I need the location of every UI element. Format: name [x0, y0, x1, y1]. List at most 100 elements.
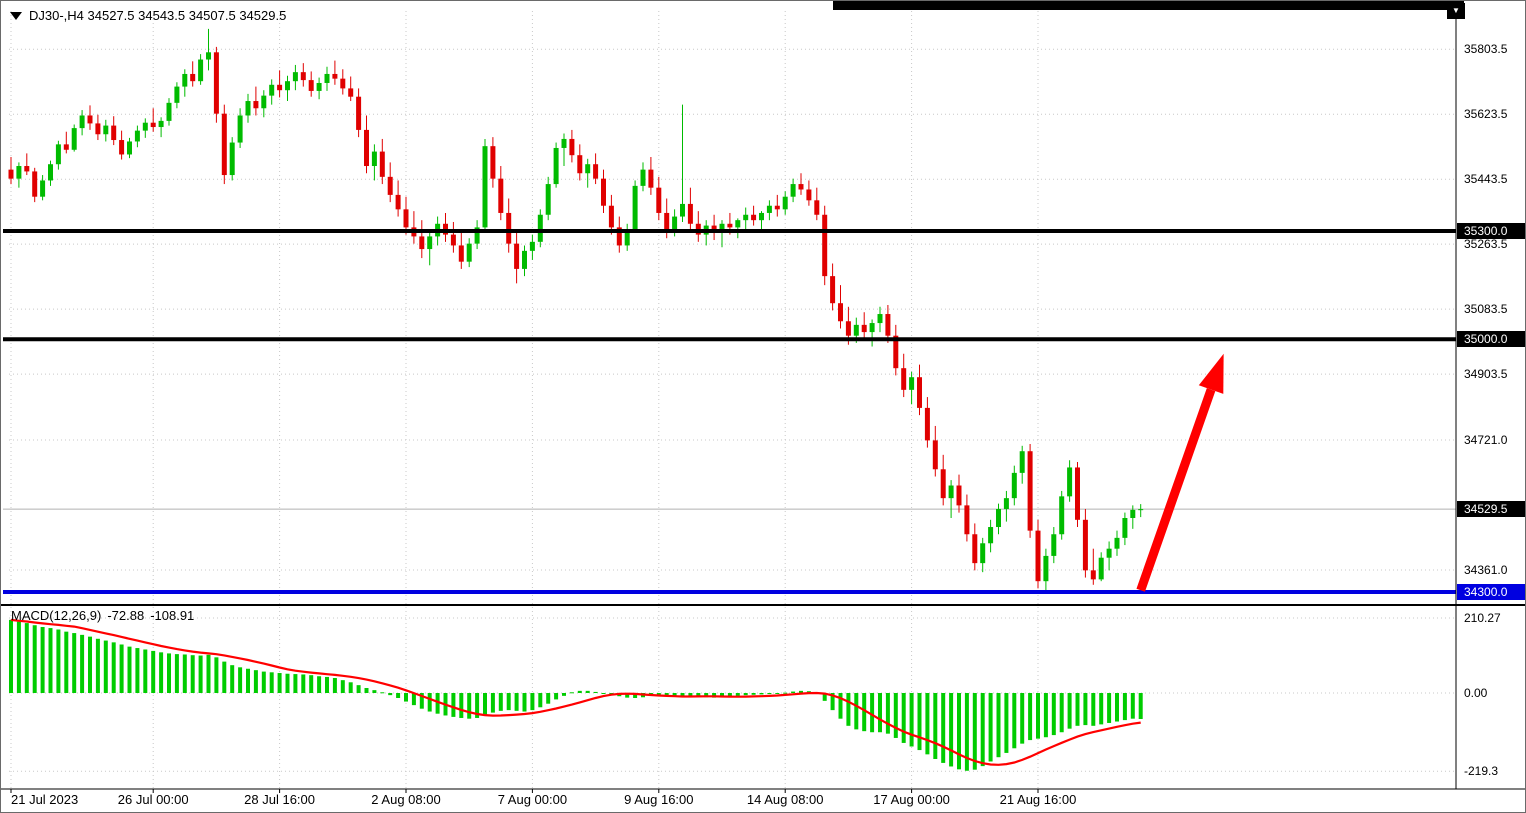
- macd-histogram-bar: [838, 693, 843, 719]
- macd-histogram-bar: [664, 693, 669, 696]
- trend-arrow-shaft[interactable]: [1136, 388, 1216, 592]
- candle-body-down: [111, 125, 117, 141]
- macd-histogram-bar: [380, 692, 385, 694]
- candle-body-up: [79, 115, 85, 129]
- price-level-badge: 35300.0: [1457, 223, 1525, 239]
- price-axis[interactable]: 35803.5 35623.5 35443.5 35263.5 35083.5 34903…: [1457, 1, 1525, 789]
- macd-histogram-bar: [601, 693, 606, 694]
- macd-histogram-bar: [32, 625, 37, 693]
- candle-body-up: [537, 214, 543, 242]
- macd-histogram-bar: [435, 693, 440, 714]
- macd-histogram-bar: [996, 693, 1001, 758]
- price-tick-label: 35443.5: [1464, 172, 1508, 187]
- candle-body-down: [751, 214, 757, 221]
- candle-body-down: [514, 243, 520, 269]
- macd-tick-label: 0.00: [1464, 686, 1488, 700]
- candle-body-down: [601, 178, 606, 206]
- macd-histogram-bar: [704, 693, 709, 698]
- macd-histogram-bar: [546, 693, 551, 704]
- macd-histogram-bar: [688, 693, 693, 697]
- candle-body-down: [932, 440, 938, 470]
- candle-body-down: [24, 166, 30, 172]
- candle-body-up: [1043, 555, 1049, 582]
- candle-body-up: [1059, 496, 1065, 535]
- candle-body-down: [924, 407, 930, 441]
- chart-corner-button[interactable]: ▼: [1447, 3, 1465, 19]
- macd-histogram-bar: [206, 654, 211, 693]
- macd-histogram-bar: [143, 649, 148, 693]
- macd-histogram-bar: [340, 680, 345, 693]
- macd-histogram-bar: [917, 693, 922, 751]
- chart-title-bar: DJ30-,H4 34527.5 34543.5 34507.5 34529.5: [10, 8, 286, 23]
- candle-body-down: [1035, 530, 1041, 582]
- candle-body-down: [300, 72, 306, 81]
- macd-histogram-bar: [1107, 693, 1112, 723]
- candle-body-up: [909, 377, 915, 390]
- macd-histogram-bar: [593, 691, 598, 693]
- trend-arrow-head[interactable]: [1198, 353, 1224, 394]
- macd-histogram-bar: [301, 674, 306, 693]
- macd-histogram-bar: [72, 633, 77, 693]
- candle-body-up: [561, 138, 567, 148]
- macd-signal-value: -108.91: [150, 608, 195, 623]
- macd-histogram-bar: [317, 676, 322, 693]
- candle-body-up: [206, 52, 211, 60]
- candle-body-down: [648, 169, 654, 188]
- macd-histogram-bar: [885, 693, 890, 734]
- macd-histogram-bar: [1059, 693, 1064, 733]
- macd-histogram-bar: [1067, 693, 1072, 729]
- candle-body-down: [1075, 467, 1080, 520]
- time-axis[interactable]: 21 Jul 2023 26 Jul 00:00 28 Jul 16:00 2 Aug…: [1, 792, 1456, 812]
- price-level-badge: 34529.5: [1457, 501, 1525, 518]
- candle-body-down: [348, 88, 354, 97]
- macd-histogram-bar: [490, 693, 495, 713]
- macd-histogram-bar: [127, 646, 132, 693]
- macd-histogram-bar: [103, 640, 108, 693]
- candle-body-up: [324, 73, 330, 83]
- time-tick-label: 2 Aug 08:00: [371, 792, 441, 807]
- macd-histogram-bar: [1028, 693, 1033, 741]
- candle-body-up: [522, 250, 527, 269]
- macd-histogram-bar: [253, 670, 258, 693]
- macd-histogram-bar: [159, 652, 164, 693]
- macd-histogram-bar: [167, 653, 171, 693]
- candle-body-up: [545, 184, 551, 215]
- macd-indicator-label: MACD(12,26,9) -72.88 -108.91: [11, 608, 200, 623]
- candle-body-down: [917, 377, 922, 408]
- candle-body-down: [616, 227, 622, 246]
- candle-body-up: [16, 166, 22, 179]
- macd-histogram-bar: [404, 693, 408, 702]
- macd-histogram-bar: [483, 693, 487, 716]
- candle-body-up: [988, 527, 994, 544]
- chart-expand-triangle-icon[interactable]: [10, 11, 22, 20]
- time-tick-label: 26 Jul 00:00: [117, 792, 189, 807]
- candle-body-down: [885, 314, 891, 336]
- candle-body-down: [32, 171, 38, 197]
- macd-histogram-bar: [182, 654, 187, 693]
- macd-histogram-bar: [1138, 693, 1143, 719]
- macd-histogram-bar: [862, 693, 867, 732]
- candle-body-up: [142, 122, 148, 131]
- macd-tick-label: -219.3: [1464, 764, 1499, 779]
- candle-body-up: [158, 120, 164, 128]
- candle-body-up: [1003, 498, 1009, 509]
- candle-body-down: [213, 52, 219, 114]
- macd-histogram-bar: [309, 675, 314, 693]
- candle-body-up: [735, 220, 741, 228]
- candle-body-down: [379, 151, 385, 177]
- macd-signal-line: [10, 618, 1141, 766]
- macd-histogram-bar: [1130, 693, 1135, 719]
- candle-body-up: [996, 508, 1001, 528]
- macd-histogram-bar: [40, 627, 45, 693]
- candle-body-down: [1027, 451, 1033, 531]
- time-tick-label: 21 Jul 2023: [11, 792, 79, 807]
- macd-histogram-bar: [174, 654, 179, 693]
- macd-histogram-bar: [1043, 693, 1048, 738]
- candle-body-down: [956, 485, 962, 506]
- macd-histogram-bar: [1083, 693, 1088, 726]
- macd-histogram-bar: [95, 638, 100, 693]
- candle-body-up: [672, 216, 678, 231]
- candle-body-down: [87, 115, 93, 124]
